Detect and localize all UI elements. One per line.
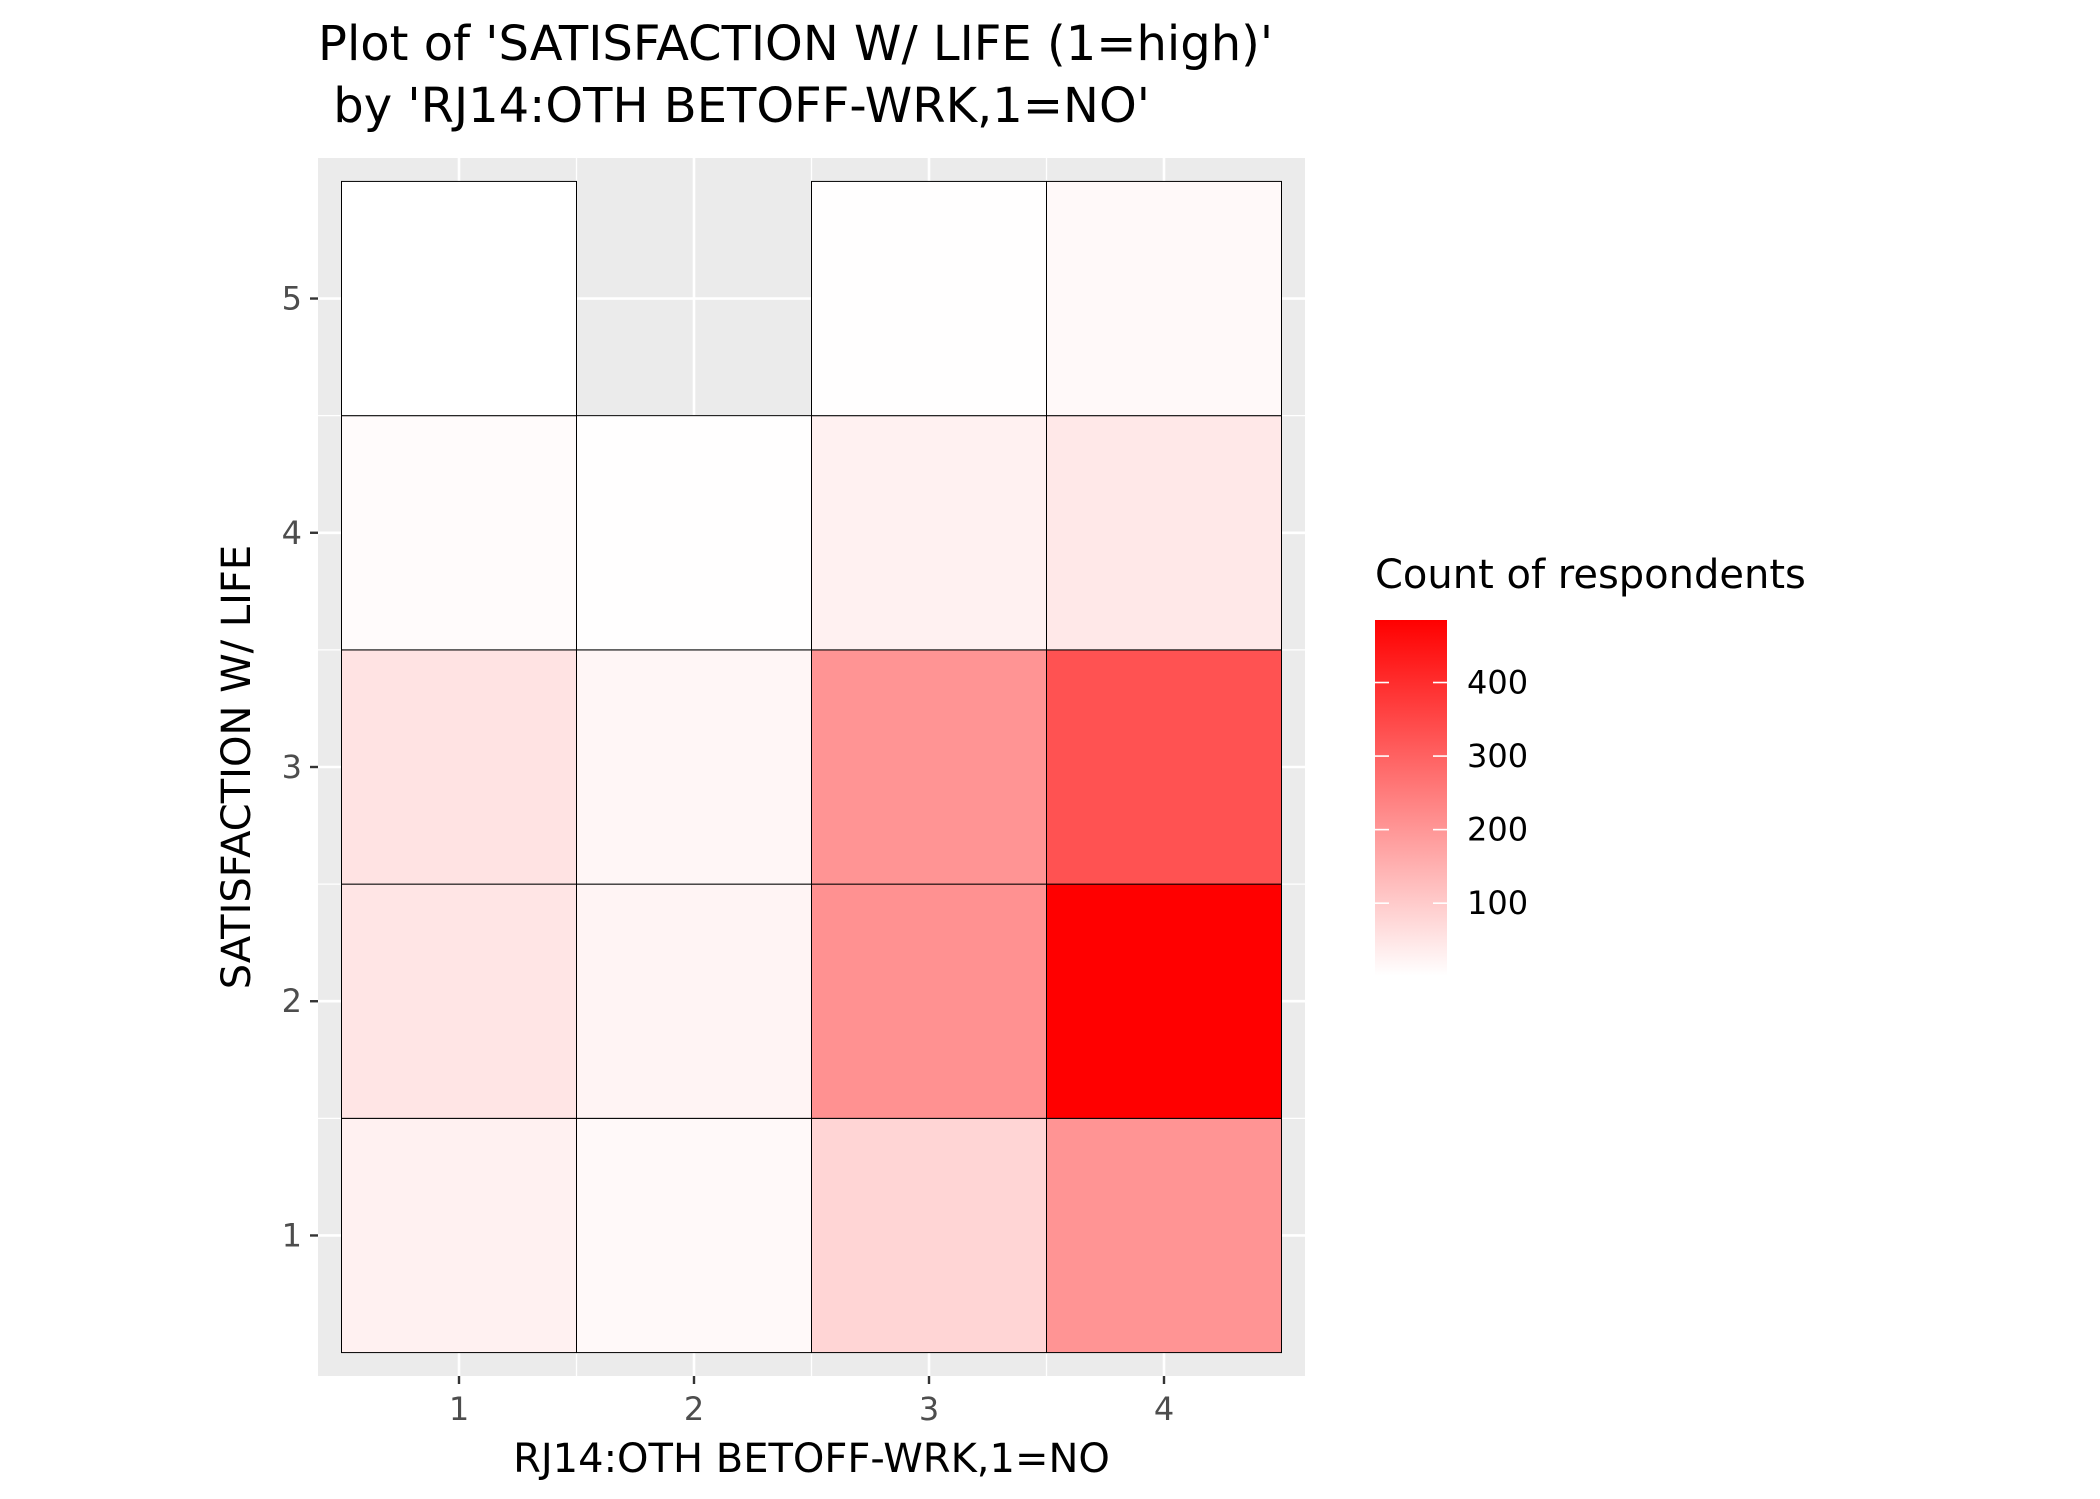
y-tick-label: 2 xyxy=(282,982,302,1020)
heatmap-tile xyxy=(341,649,577,885)
axes: 1 2 3 4 1 2 3 4 5 xyxy=(282,280,1175,1428)
color-legend: Count of respondents 100 200 300 400 xyxy=(1375,552,1806,976)
heatmap-tile xyxy=(1046,649,1282,885)
legend-tick-label: 300 xyxy=(1467,737,1528,775)
legend-tick-label: 200 xyxy=(1467,811,1528,849)
legend-colorbar xyxy=(1375,620,1447,976)
y-tick-label: 4 xyxy=(282,514,302,552)
y-tick-label: 5 xyxy=(282,280,302,318)
heatmap-tile xyxy=(1046,883,1282,1119)
y-tick-label: 3 xyxy=(282,748,302,786)
chart-title-line1: Plot of 'SATISFACTION W/ LIFE (1=high)' xyxy=(318,16,1273,72)
heatmap-tile xyxy=(576,883,812,1119)
chart-title-line2: by 'RJ14:OTH BETOFF-WRK,1=NO' xyxy=(318,78,1150,134)
legend-tick-label: 100 xyxy=(1467,884,1528,922)
legend-tick-label: 400 xyxy=(1467,664,1528,702)
heatmap-tile xyxy=(576,649,812,885)
legend-title: Count of respondents xyxy=(1375,552,1806,598)
x-tick-label: 1 xyxy=(449,1390,469,1428)
heatmap-tile xyxy=(1046,415,1282,651)
heatmap-tiles xyxy=(341,180,1282,1354)
heatmap-tile xyxy=(341,180,577,417)
heatmap-tile xyxy=(576,1117,812,1354)
y-tick-label: 1 xyxy=(282,1216,302,1254)
x-tick-label: 2 xyxy=(684,1390,704,1428)
heatmap-tile xyxy=(811,1117,1047,1354)
heatmap-tile xyxy=(1046,1117,1282,1354)
heatmap-tile xyxy=(811,649,1047,885)
heatmap-tile xyxy=(341,883,577,1119)
heatmap-tile xyxy=(811,883,1047,1119)
heatmap-tile xyxy=(341,1117,577,1354)
legend-ticks: 100 200 300 400 xyxy=(1375,664,1528,922)
heatmap-tile xyxy=(811,180,1047,417)
heatmap-tile xyxy=(576,415,812,651)
heatmap-tile xyxy=(1046,180,1282,417)
x-tick-label: 4 xyxy=(1154,1390,1174,1428)
heatmap-tile xyxy=(811,415,1047,651)
x-axis-title: RJ14:OTH BETOFF-WRK,1=NO xyxy=(513,1436,1110,1482)
heatmap-tile xyxy=(341,415,577,651)
y-axis-title: SATISFACTION W/ LIFE xyxy=(214,545,260,989)
x-tick-label: 3 xyxy=(919,1390,939,1428)
